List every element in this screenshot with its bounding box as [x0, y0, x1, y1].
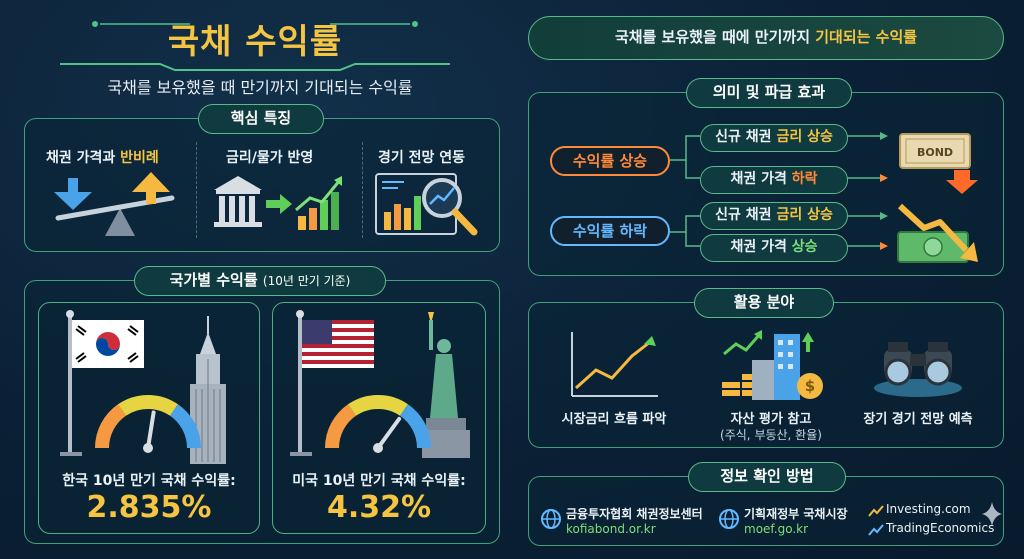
- fall-effect-rate-highlight: 금리 상승: [776, 207, 833, 223]
- trend-icon: [868, 522, 884, 536]
- rise-effect-rate-highlight: 금리 상승: [776, 129, 833, 145]
- usage-market-label: 시장금리 흐름 파악: [561, 412, 667, 427]
- definition-banner: 국채를 보유했을 때에 만기까지 기대되는 수익률: [528, 16, 1004, 60]
- globe-icon: [718, 508, 740, 530]
- seesaw-icon: [50, 168, 180, 240]
- banner-text: 국채를 보유했을 때에 만기까지: [614, 28, 816, 46]
- feature-inverse-prefix: 채권 가격과: [46, 150, 121, 166]
- usa-yield-label: 미국 10년 만기 국채 수익률:: [292, 473, 466, 489]
- magnifier-chart-icon: [374, 170, 484, 240]
- source-kofia-name: 금융투자협회 채권정보센터: [566, 507, 703, 521]
- page-title: 국채 수익률: [167, 22, 343, 62]
- binoculars-icon: [872, 336, 964, 398]
- brand-tradingeconomics[interactable]: TradingEconomics: [886, 521, 995, 535]
- bank-growth-icon: [210, 172, 350, 238]
- usa-yield-value: 4.32%: [326, 490, 432, 525]
- brand-investing[interactable]: Investing.com: [886, 502, 971, 516]
- sparkle-icon: [980, 500, 1004, 528]
- feature-outlook-label: 경기 전망 연동: [378, 150, 466, 166]
- feature-divider: [362, 142, 363, 238]
- rise-effect-rate-prefix: 신규 채권: [715, 129, 777, 145]
- country-yields-title: 국가별 수익률: [169, 271, 258, 289]
- usa-gauge: [322, 388, 434, 454]
- korea-gauge: [92, 388, 204, 454]
- dollar-glyph: $: [805, 377, 815, 395]
- rise-effect-price: 채권 가격 하락: [700, 166, 848, 194]
- usage-header: 활용 분야: [694, 288, 834, 318]
- globe-icon: [540, 508, 562, 530]
- fall-effect-rate-prefix: 신규 채권: [715, 207, 777, 223]
- money-down-icon: [894, 202, 984, 268]
- page-subtitle: 국채를 보유했을 때 만기까지 기대되는 수익률: [107, 78, 413, 97]
- country-yields-header: 국가별 수익률 (10년 만기 기준): [134, 266, 386, 296]
- yield-fall-pill: 수익률 하락: [550, 216, 670, 246]
- source-moef-link[interactable]: moef.go.kr: [744, 522, 809, 536]
- assets-icon: $: [716, 326, 826, 404]
- implications-header: 의미 및 파급 효과: [686, 78, 852, 108]
- korea-yield-value: 2.835%: [86, 490, 212, 525]
- usa-flag-icon: [288, 310, 388, 460]
- key-features-header: 핵심 특징: [198, 104, 324, 134]
- line-chart-icon: [566, 330, 662, 400]
- feature-rate-label: 금리/물가 반영: [226, 150, 314, 166]
- korea-gauge-needle: [146, 410, 156, 450]
- rise-effect-rate: 신규 채권 금리 상승: [700, 124, 848, 152]
- usage-asset-sublabel: (주식, 부동산, 환율): [720, 428, 822, 442]
- korea-yield-label: 한국 10년 만기 국채 수익률:: [62, 473, 236, 489]
- bond-down-icon: BOND: [898, 130, 982, 196]
- feature-divider: [196, 142, 197, 238]
- source-moef-name: 기획재정부 국채시장: [744, 507, 848, 521]
- korea-building-icon: [182, 314, 242, 464]
- banner-highlight: 기대되는 수익률: [815, 28, 918, 46]
- fall-effect-price-prefix: 채권 가격: [730, 239, 792, 255]
- korea-flag-icon: [58, 310, 158, 460]
- fall-effect-price: 채권 가격 상승: [700, 234, 848, 262]
- country-yields-subtitle: (10년 만기 기준): [262, 274, 351, 288]
- fall-effect-price-highlight: 상승: [791, 239, 818, 255]
- source-kofia-link[interactable]: kofiabond.or.kr: [566, 522, 656, 536]
- rise-effect-price-prefix: 채권 가격: [730, 171, 792, 187]
- fall-effect-rate: 신규 채권 금리 상승: [700, 202, 848, 230]
- yield-rise-pill: 수익률 상승: [550, 146, 670, 176]
- usage-asset-label: 자산 평가 참고: [730, 412, 812, 427]
- trend-icon: [868, 503, 884, 517]
- title-decoration: [40, 14, 470, 74]
- feature-inverse-label: 채권 가격과 반비례: [46, 147, 159, 167]
- feature-inverse-highlight: 반비례: [120, 150, 159, 166]
- usage-outlook-label: 장기 경기 전망 예측: [863, 412, 973, 427]
- bond-icon-text: BOND: [917, 146, 953, 159]
- usa-gauge-needle: [376, 416, 402, 450]
- sources-header: 정보 확인 방법: [688, 462, 846, 492]
- rise-effect-price-highlight: 하락: [791, 171, 818, 187]
